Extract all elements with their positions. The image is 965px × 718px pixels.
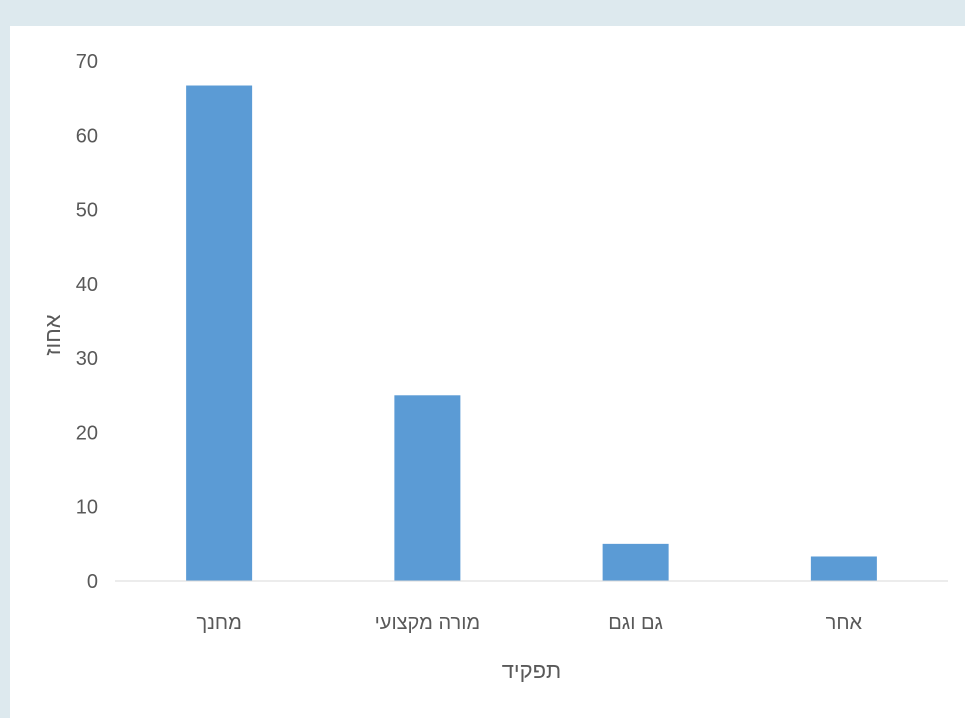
y-tick-label: 60 <box>76 125 98 147</box>
y-axis-ticks: 0 10 20 30 40 50 60 70 <box>76 51 98 593</box>
y-tick-label: 50 <box>76 200 98 222</box>
y-axis-title: אחוז <box>40 314 65 355</box>
bar <box>186 85 253 581</box>
x-category-label: אחר <box>826 612 863 634</box>
y-tick-label: 10 <box>76 497 98 519</box>
x-category-label: מחנך <box>196 612 241 634</box>
bar <box>394 395 461 581</box>
y-tick-label: 30 <box>76 348 98 370</box>
bar <box>810 556 877 581</box>
bar-chart: 0 10 20 30 40 50 60 70 מחנך מורה מקצועי גם וגם אחר… <box>40 51 948 683</box>
bar <box>602 543 669 581</box>
x-category-label: מורה מקצועי <box>375 612 481 634</box>
chart-area: 0 10 20 30 40 50 60 70 מחנך מורה מקצועי גם וגם אחר… <box>10 26 965 718</box>
y-tick-label: 70 <box>76 51 98 73</box>
x-category-label: גם וגם <box>608 612 663 634</box>
x-axis-title: תפקיד <box>502 658 562 683</box>
y-tick-label: 20 <box>76 422 98 444</box>
bars <box>186 85 877 581</box>
y-tick-label: 40 <box>76 274 98 296</box>
x-axis-category-labels: מחנך מורה מקצועי גם וגם אחר <box>196 612 862 634</box>
y-tick-label: 0 <box>87 571 98 593</box>
